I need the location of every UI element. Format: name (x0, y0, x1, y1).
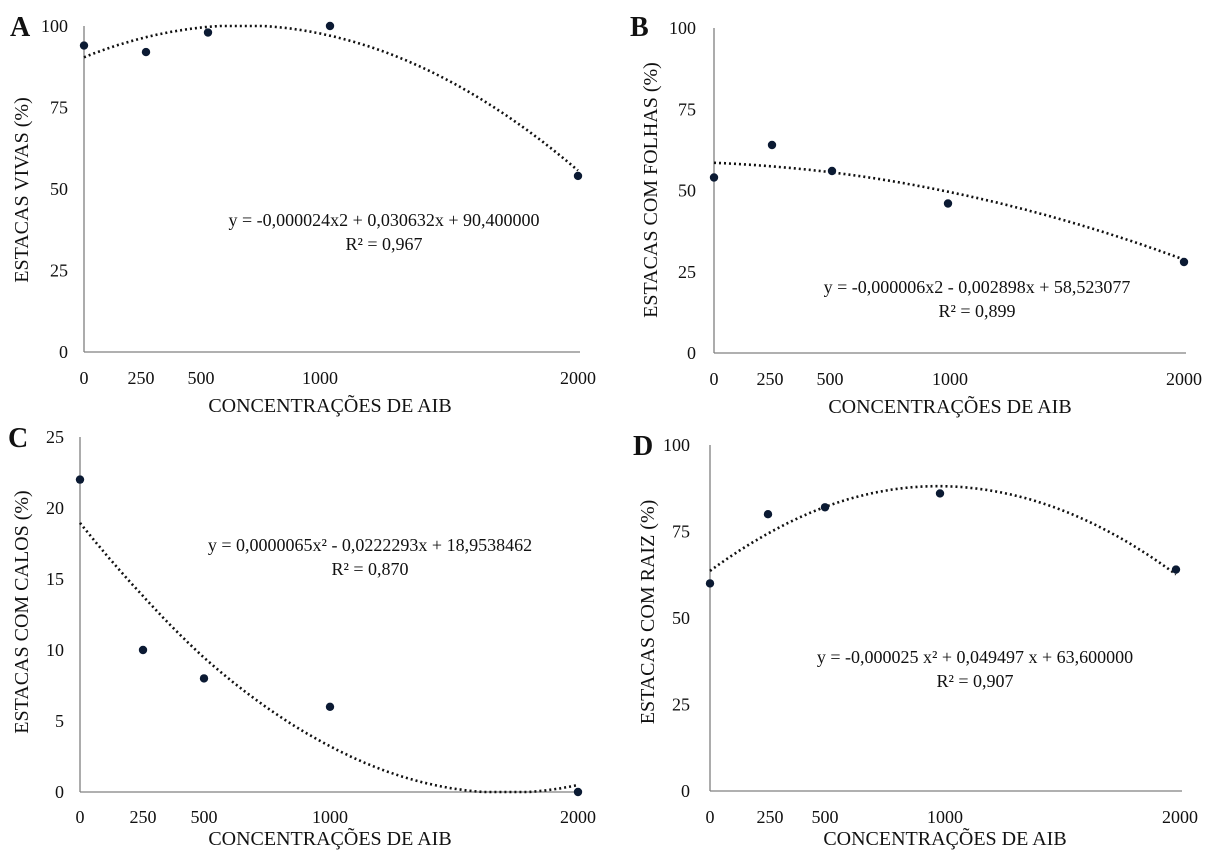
trendline-equation: y = -0,000024x2 + 0,030632x + 90,400000 (229, 210, 540, 230)
data-point (199, 674, 209, 683)
trendline-equation: y = -0,000006x2 - 0,002898x + 58,523077 (824, 277, 1131, 297)
x-axis-title: CONCENTRAÇÕES DE AIB (828, 394, 1071, 418)
data-point (325, 702, 335, 711)
x-tick-label: 1000 (302, 368, 338, 388)
y-tick-label: 10 (46, 640, 64, 660)
panel-letter: A (10, 12, 31, 43)
x-tick-label: 2000 (1166, 369, 1202, 389)
x-tick-label: 2000 (1162, 807, 1198, 827)
y-tick-label: 25 (46, 427, 64, 447)
data-point (203, 28, 213, 37)
y-axis-title: ESTACAS COM CALOS (%) (11, 490, 33, 733)
y-tick-label: 75 (50, 98, 68, 118)
data-point (573, 171, 583, 181)
panel-letter: B (630, 12, 649, 43)
y-tick-label: 0 (59, 342, 68, 362)
x-axis-title: CONCENTRAÇÕES DE AIB (208, 826, 451, 850)
data-point (767, 140, 777, 150)
panel-d: D 0 25 50 75 100 0 250 500 1000 2000 CONCENT… (633, 431, 1198, 850)
r-squared: R² = 0,907 (936, 671, 1013, 691)
y-axis: 0 25 50 75 100 (41, 16, 85, 362)
r-squared: R² = 0,870 (331, 559, 408, 579)
y-tick-label: 50 (678, 181, 696, 201)
panel-b: B 0 25 50 75 100 0 250 500 1000 2000 CONCENT… (630, 12, 1202, 418)
panel-letter: D (633, 431, 653, 462)
y-axis-title: ESTACAS COM FOLHAS (%) (640, 62, 662, 318)
x-tick-label: 1000 (932, 369, 968, 389)
r-squared: R² = 0,899 (938, 301, 1015, 321)
panel-c: C 0 5 10 15 20 25 0 250 500 1000 2000 CONCENT… (8, 423, 596, 850)
data-point (79, 41, 89, 50)
y-tick-label: 100 (41, 16, 68, 36)
data-points (709, 140, 1189, 267)
x-tick-label: 500 (812, 807, 839, 827)
x-tick-label: 0 (706, 807, 715, 827)
trendline (709, 484, 1177, 576)
trendline (78, 522, 579, 794)
x-tick-label: 250 (128, 368, 155, 388)
data-point (935, 489, 945, 498)
x-tick-label: 500 (817, 369, 844, 389)
panel-a: A 0 25 50 75 100 0 250 500 1000 2000 CONCENT… (10, 12, 596, 417)
trendline (713, 161, 1185, 261)
x-tick-label: 250 (757, 807, 784, 827)
y-axis-title: ESTACAS COM RAIZ (%) (637, 500, 659, 725)
y-tick-label: 20 (46, 498, 64, 518)
trendline (83, 24, 579, 172)
data-point (820, 503, 830, 512)
data-point (709, 173, 719, 182)
data-points (75, 475, 583, 797)
data-point (943, 199, 953, 208)
data-point (75, 475, 85, 484)
y-axis: 0 25 50 75 100 (663, 435, 711, 801)
x-axis-title: CONCENTRAÇÕES DE AIB (823, 826, 1066, 850)
r-squared: R² = 0,967 (345, 234, 422, 254)
y-tick-label: 5 (55, 711, 64, 731)
x-tick-label: 250 (757, 369, 784, 389)
y-tick-label: 75 (672, 522, 690, 542)
y-tick-label: 25 (672, 695, 690, 715)
x-tick-label: 2000 (560, 807, 596, 827)
x-axis-title: CONCENTRAÇÕES DE AIB (208, 393, 451, 417)
x-tick-label: 0 (80, 368, 89, 388)
y-axis: 0 25 50 75 100 (669, 18, 715, 363)
x-tick-label: 1000 (312, 807, 348, 827)
data-point (138, 645, 148, 655)
y-tick-label: 25 (678, 262, 696, 282)
x-tick-label: 500 (188, 368, 215, 388)
x-tick-label: 500 (191, 807, 218, 827)
y-tick-label: 100 (669, 18, 696, 38)
y-axis-title: ESTACAS VIVAS (%) (11, 97, 33, 282)
y-tick-label: 0 (681, 781, 690, 801)
y-tick-label: 0 (687, 343, 696, 363)
y-tick-label: 50 (50, 179, 68, 199)
y-tick-label: 15 (46, 569, 64, 589)
data-point (827, 166, 837, 176)
data-point (325, 21, 335, 31)
data-point (763, 510, 773, 519)
data-point (573, 787, 583, 797)
trendline-equation: y = -0,000025 x² + 0,049497 x + 63,60000… (817, 647, 1133, 667)
x-tick-label: 2000 (560, 368, 596, 388)
y-tick-label: 0 (55, 782, 64, 802)
data-point (1179, 257, 1189, 267)
data-point (705, 579, 715, 588)
panel-letter: C (8, 423, 28, 454)
y-tick-label: 100 (663, 435, 690, 455)
x-tick-label: 0 (76, 807, 85, 827)
x-tick-label: 0 (710, 369, 719, 389)
y-axis: 0 5 10 15 20 25 (46, 427, 81, 802)
data-point (141, 47, 151, 57)
data-points (79, 21, 583, 181)
y-tick-label: 50 (672, 608, 690, 628)
y-tick-label: 75 (678, 99, 696, 119)
y-tick-label: 25 (50, 261, 68, 281)
trendline-equation: y = 0,0000065x² - 0,0222293x + 18,953846… (208, 535, 532, 555)
data-points (705, 489, 1181, 588)
data-point (1171, 565, 1181, 574)
x-tick-label: 250 (130, 807, 157, 827)
x-tick-label: 1000 (927, 807, 963, 827)
